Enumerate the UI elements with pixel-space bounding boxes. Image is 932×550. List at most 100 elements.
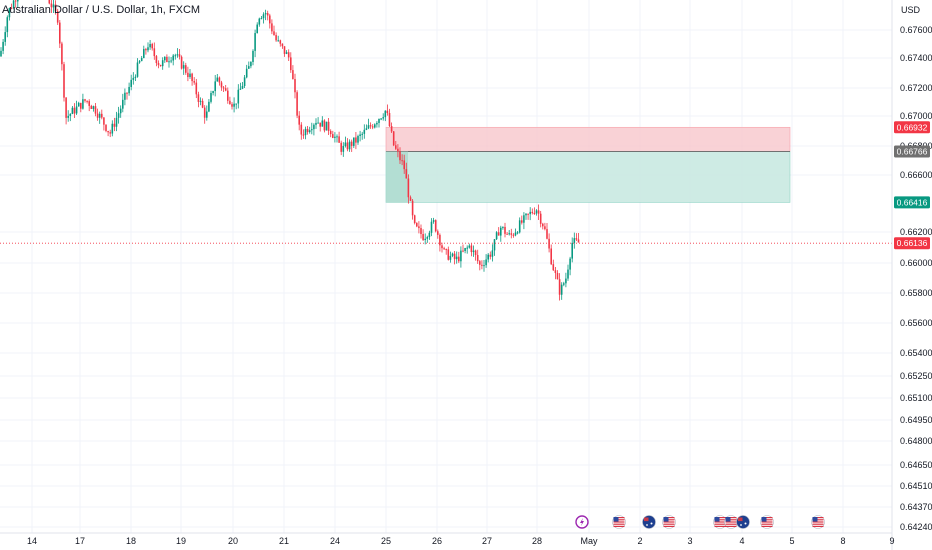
candle	[252, 49, 254, 66]
candle-body	[231, 104, 233, 107]
candle	[14, 0, 17, 8]
candle-body	[233, 103, 235, 107]
price-tick-label: 0.67600	[900, 25, 932, 35]
flag-stripe	[613, 519, 625, 521]
au-flag-icon[interactable]	[642, 515, 656, 529]
time-tick-label: 28	[532, 536, 542, 546]
price-badge-text: 0.66136	[897, 238, 928, 248]
candle-body	[306, 128, 309, 133]
candle-body	[82, 99, 84, 109]
flag-canton	[812, 517, 818, 522]
candle-body	[63, 64, 65, 98]
candle-body	[201, 100, 204, 108]
candle	[359, 130, 361, 142]
candle-body	[426, 237, 429, 239]
candle	[220, 80, 223, 91]
position-tool[interactable]	[385, 126, 791, 203]
candle	[279, 39, 282, 47]
au-flag-icon[interactable]	[736, 515, 750, 529]
candle-body	[376, 122, 378, 125]
candle	[258, 17, 261, 27]
price-badge-bg	[894, 196, 930, 209]
candle-body	[470, 245, 473, 253]
candle	[164, 56, 166, 63]
candle-body	[449, 255, 452, 260]
candle	[491, 244, 494, 262]
candle	[374, 123, 376, 129]
candle	[170, 56, 172, 64]
candle-body	[386, 110, 389, 113]
time-tick-label: 19	[176, 536, 186, 546]
time-axis[interactable]: 14 17 18 19 20 21 24 25 26 27 28 May 2 3 4 5 8 9	[0, 532, 895, 546]
candle-body	[86, 100, 88, 102]
flag-star	[744, 522, 747, 525]
lightning-event-icon[interactable]	[575, 515, 589, 529]
candle-body	[296, 92, 298, 116]
candle-body	[279, 40, 282, 44]
candle	[407, 174, 410, 204]
candle	[231, 102, 233, 110]
candle	[237, 84, 240, 109]
candle-body	[84, 99, 86, 101]
candle-body	[61, 43, 63, 65]
candle-body	[119, 108, 122, 114]
candle-body	[472, 250, 475, 253]
price-axis[interactable]: 0.676000.674000.672000.670000.668000.666…	[891, 0, 932, 550]
candle-body	[332, 134, 334, 138]
candle	[229, 96, 231, 105]
candle	[510, 228, 513, 239]
time-tick-label: 24	[330, 536, 340, 546]
candle-body	[447, 249, 450, 260]
candle-body	[350, 141, 353, 146]
time-tick-label: 18	[126, 536, 136, 546]
candle	[176, 48, 179, 58]
candle	[344, 136, 347, 148]
candle	[271, 19, 273, 35]
candle-body	[264, 13, 267, 15]
candle-body	[380, 118, 382, 120]
candle	[336, 134, 338, 143]
candle	[319, 122, 321, 132]
candle-body	[481, 264, 483, 266]
candle-body	[334, 136, 336, 138]
flag-stripe	[812, 521, 824, 523]
flag-stripe	[812, 523, 824, 525]
candle-body	[126, 92, 128, 94]
candle	[413, 214, 416, 225]
candle	[449, 251, 452, 263]
us-flag-icon[interactable]	[724, 515, 738, 529]
candle	[124, 88, 126, 106]
candle	[424, 233, 426, 245]
events-row	[575, 515, 825, 529]
candle-body	[149, 43, 151, 48]
candle-body	[355, 137, 357, 143]
candle-body	[115, 117, 118, 127]
price-tick-label: 0.64800	[900, 436, 932, 446]
candle-body	[304, 128, 307, 136]
candle	[518, 217, 521, 234]
us-flag-icon[interactable]	[760, 515, 774, 529]
candle	[82, 93, 84, 110]
candle	[292, 65, 294, 80]
candle	[529, 207, 531, 221]
candle	[92, 105, 95, 112]
candle	[206, 105, 208, 121]
candle-body	[550, 248, 552, 265]
candle	[168, 56, 170, 68]
us-flag-icon[interactable]	[612, 515, 626, 529]
candle	[537, 204, 540, 221]
candle-body	[94, 106, 97, 114]
flag-stripe	[613, 521, 625, 523]
candle-body	[390, 126, 393, 132]
candle	[546, 222, 548, 240]
candle	[420, 224, 422, 239]
symbol-title[interactable]: Australian Dollar / U.S. Dollar, 1h, FXC…	[2, 4, 201, 16]
candle-body	[88, 101, 90, 106]
flag-stripe	[663, 521, 675, 523]
candle	[539, 210, 542, 228]
us-flag-icon[interactable]	[811, 515, 825, 529]
us-flag-icon[interactable]	[662, 515, 676, 529]
candle-body	[241, 86, 244, 89]
candle	[109, 129, 111, 138]
